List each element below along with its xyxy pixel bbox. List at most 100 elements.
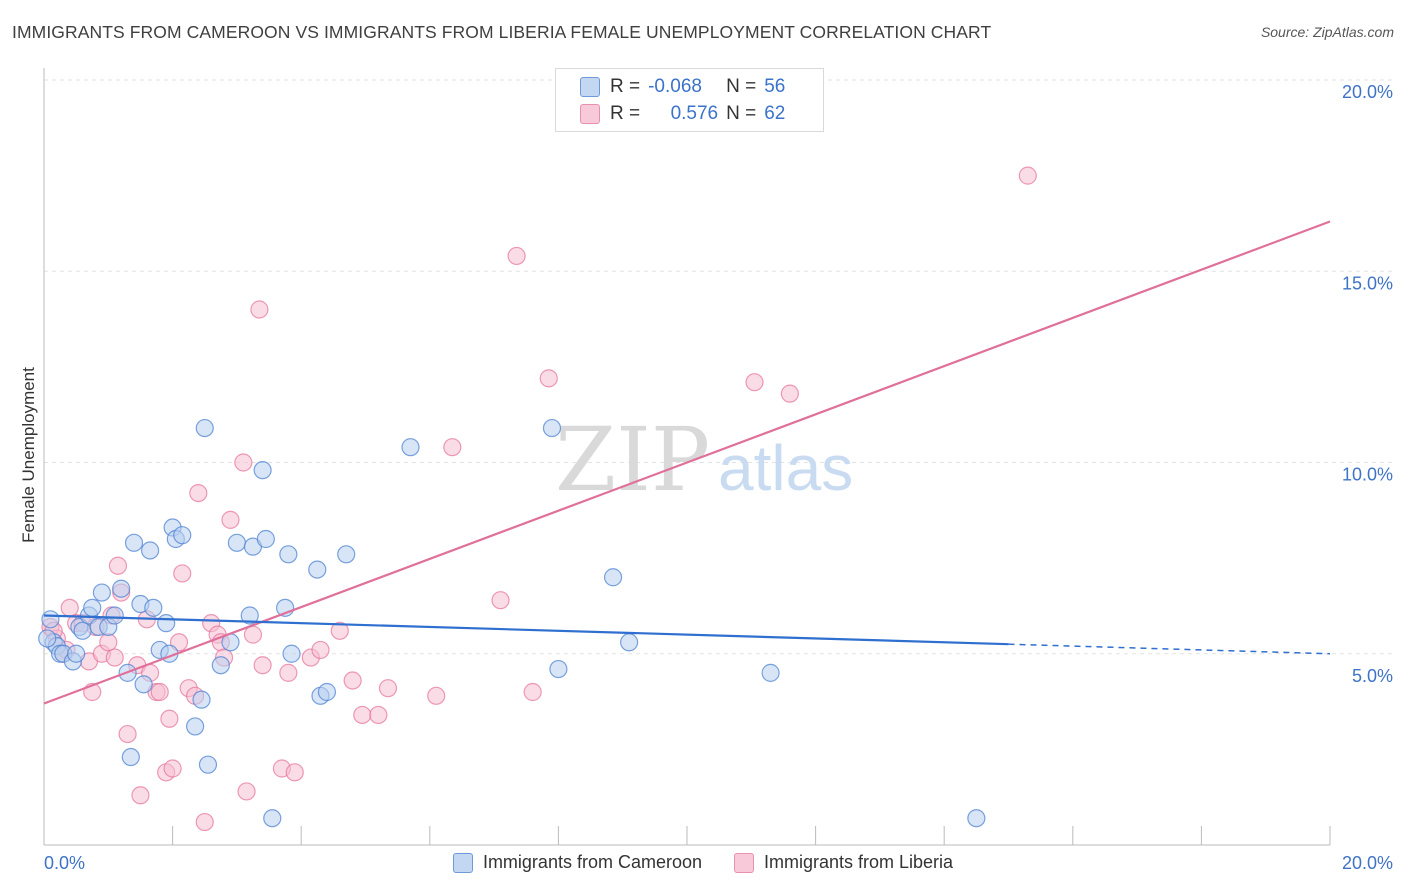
liberia-point <box>250 300 269 319</box>
cameroon-point <box>41 610 60 629</box>
cameroon-point <box>105 606 124 625</box>
liberia-point <box>353 705 372 725</box>
legend-box: R = -0.068 N = 56 R = 0.576 N = 62 <box>555 68 824 132</box>
cameroon-point <box>603 568 623 587</box>
cameroon-point <box>186 717 205 736</box>
liberia-point <box>369 705 388 725</box>
legend-swatch-cameroon <box>580 77 600 97</box>
legend-r-value: -0.068 <box>648 76 702 97</box>
x-tick-label-max: 20.0% <box>1342 853 1393 873</box>
liberia-point <box>378 679 398 698</box>
cameroon-point <box>401 438 420 457</box>
liberia-point <box>189 484 208 503</box>
cameroon-point <box>317 682 337 702</box>
cameroon-point <box>92 583 111 602</box>
liberia-point <box>160 709 179 728</box>
axis-labels: 5.0% 10.0% 15.0% 20.0% 0.0% 20.0% <box>44 82 1393 873</box>
cameroon-point <box>256 529 275 549</box>
liberia-point <box>253 656 272 675</box>
liberia-point <box>195 812 214 832</box>
liberia-point <box>330 621 349 640</box>
liberia-point <box>163 759 182 778</box>
legend-item-liberia[interactable]: Immigrants from Liberia <box>734 852 953 873</box>
cameroon-point <box>198 755 218 774</box>
trend-lines <box>43 220 1331 705</box>
cameroon-point <box>195 418 214 438</box>
legend-item-cameroon[interactable]: Immigrants from Cameroon <box>452 852 702 873</box>
liberia-point <box>279 663 298 682</box>
legend-n-label: N = <box>726 76 757 97</box>
watermark: ZIP atlas <box>555 408 853 511</box>
legend-n-label: N = <box>726 103 757 124</box>
cameroon-point <box>282 644 301 663</box>
liberia-point <box>745 373 764 392</box>
cameroon-point <box>83 598 102 617</box>
watermark-atlas: atlas <box>718 432 853 504</box>
legend-swatch-liberia <box>580 104 600 124</box>
liberia-point <box>285 763 304 782</box>
liberia-trend-line <box>43 220 1331 705</box>
legend-r-value: 0.576 <box>670 103 719 124</box>
cameroon-point <box>308 560 327 579</box>
cameroon-point <box>134 675 153 694</box>
y-tick-label: 20.0% <box>1342 82 1393 102</box>
y-tick-label: 10.0% <box>1342 465 1393 485</box>
cameroon-point <box>173 526 192 545</box>
liberia-point <box>491 591 510 610</box>
y-axis-label: Female Unemployment <box>19 367 38 543</box>
cameroon-point <box>253 461 272 480</box>
liberia-point <box>131 786 150 805</box>
x-tick-label-min: 0.0% <box>44 853 85 873</box>
grid-lines <box>44 79 1395 655</box>
cameroon-point <box>73 621 92 640</box>
source-label: Source: ZipAtlas.com <box>1260 24 1394 40</box>
cameroon-trend-extension <box>1008 643 1331 655</box>
liberia-point <box>1018 166 1037 185</box>
liberia-point <box>523 682 542 702</box>
liberia-point <box>780 384 799 403</box>
cameroon-point <box>121 747 140 767</box>
chart-title: IMMIGRANTS FROM CAMEROON VS IMMIGRANTS F… <box>12 22 992 42</box>
cameroon-point <box>157 614 176 633</box>
liberia-point <box>150 682 169 702</box>
liberia-point <box>311 640 330 660</box>
liberia-point <box>221 510 240 529</box>
cameroon-point <box>38 629 57 648</box>
cameroon-point <box>240 606 259 625</box>
y-tick-label: 5.0% <box>1352 666 1393 686</box>
cameroon-point <box>67 644 86 663</box>
cameroon-point <box>620 633 639 652</box>
y-tick-label: 15.0% <box>1342 273 1393 293</box>
legend-swatch-liberia <box>734 852 754 873</box>
liberia-point <box>539 369 558 388</box>
cameroon-point <box>227 533 246 552</box>
liberia-point <box>108 556 128 575</box>
cameroon-point <box>967 809 986 828</box>
cameroon-point <box>211 656 230 675</box>
legend-r-label: R = <box>610 103 641 124</box>
cameroon-point <box>144 598 163 617</box>
legend-label-cameroon: Immigrants from Cameroon <box>482 852 702 872</box>
liberia-point <box>427 686 446 705</box>
series-legend: Immigrants from Cameroon Immigrants from… <box>0 852 1406 873</box>
liberia-point <box>99 633 118 652</box>
legend-r-label: R = <box>610 76 641 97</box>
cameroon-point <box>542 418 562 438</box>
liberia-point <box>173 564 192 583</box>
legend-n-value: 56 <box>764 76 786 97</box>
liberia-point <box>243 625 263 644</box>
liberia-point <box>105 648 124 667</box>
cameroon-point <box>112 579 131 598</box>
liberia-point <box>237 782 256 801</box>
legend-row-liberia: R = 0.576 N = 62 <box>580 102 785 126</box>
cameroon-point <box>140 541 160 560</box>
legend-n-value: 62 <box>764 103 786 124</box>
liberia-point <box>234 453 253 472</box>
liberia-point <box>507 246 526 266</box>
axes <box>43 68 1331 846</box>
liberia-point <box>343 671 362 690</box>
liberia-point <box>60 598 79 617</box>
legend-row-cameroon: R = -0.068 N = 56 <box>580 75 785 99</box>
cameroon-point <box>761 663 780 682</box>
